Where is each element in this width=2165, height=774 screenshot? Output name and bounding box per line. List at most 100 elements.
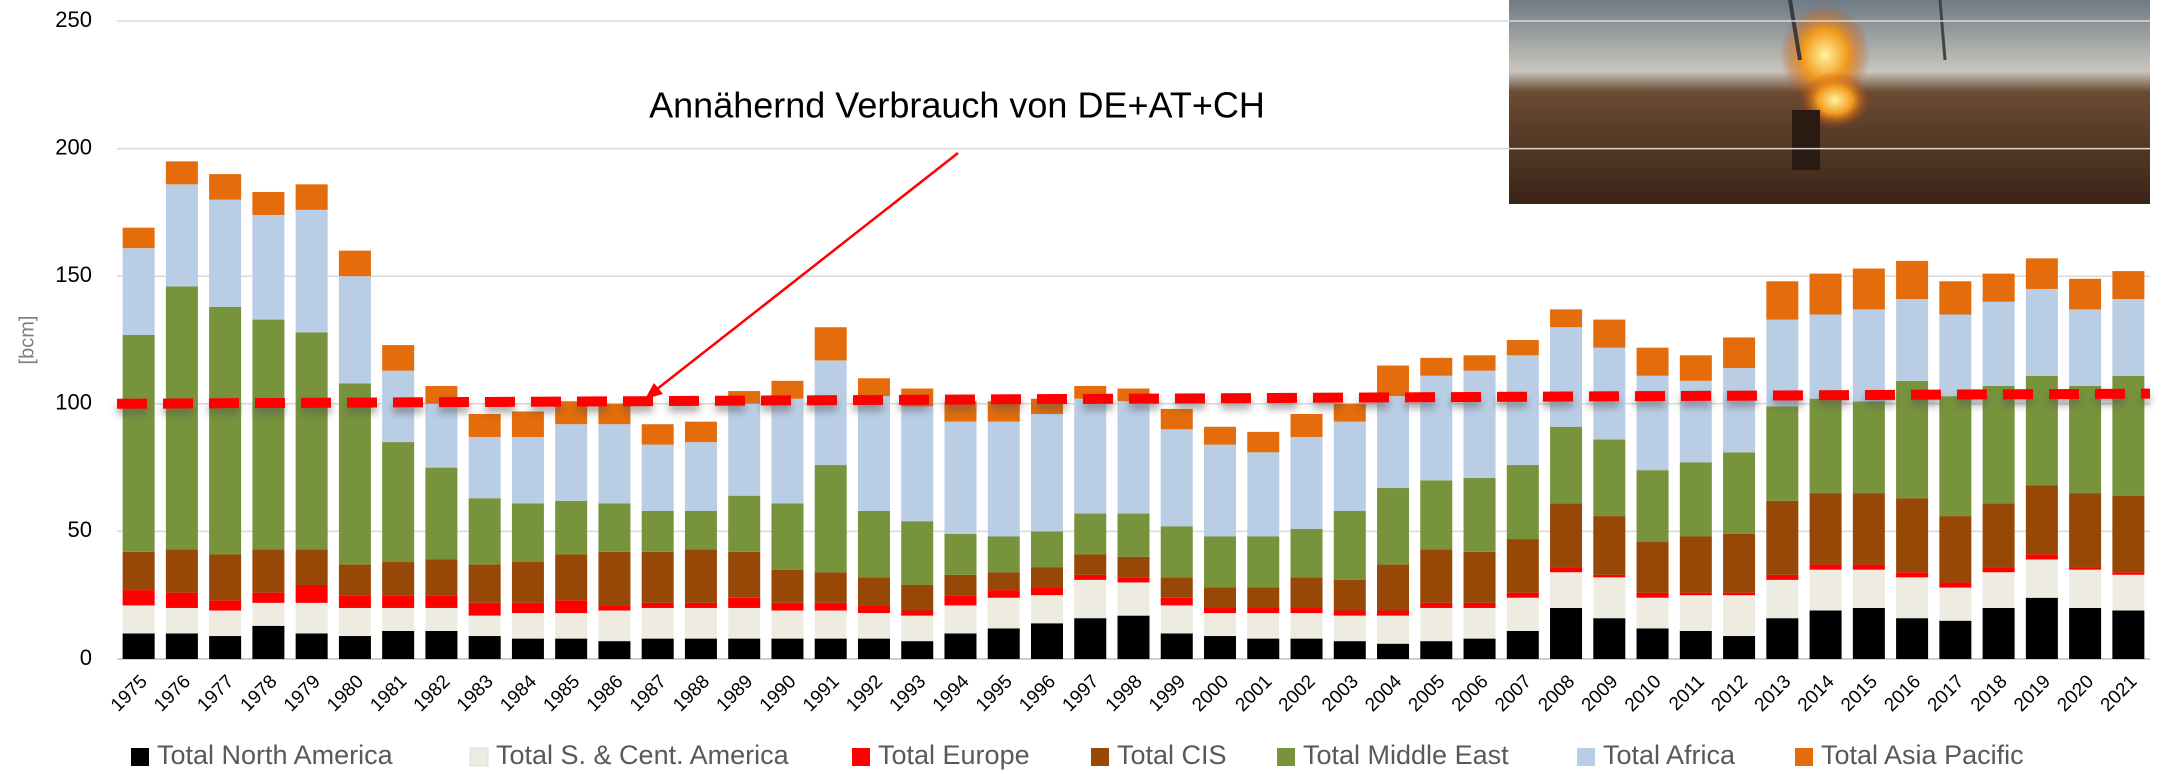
x-tick-label: 1977 bbox=[193, 671, 238, 716]
bar-segment bbox=[1291, 577, 1323, 608]
bar-segment bbox=[209, 611, 241, 637]
bar-segment bbox=[1680, 355, 1712, 381]
bar-segment bbox=[1291, 437, 1323, 529]
bar-segment bbox=[1464, 371, 1496, 478]
bar-segment bbox=[339, 276, 371, 383]
bar-segment bbox=[858, 613, 890, 639]
bar-segment bbox=[2112, 496, 2144, 573]
bar-segment bbox=[2026, 485, 2058, 554]
bar-segment bbox=[1204, 613, 1236, 636]
x-tick-label: 2014 bbox=[1794, 671, 1839, 716]
bar-segment bbox=[555, 600, 587, 613]
bar-segment bbox=[815, 572, 847, 603]
bar-segment bbox=[1723, 595, 1755, 636]
bar-segment bbox=[296, 184, 328, 210]
x-tick-label: 2011 bbox=[1665, 671, 1709, 715]
photo bbox=[1509, 0, 2150, 204]
bar-segment bbox=[1983, 608, 2015, 659]
x-tick-label: 1988 bbox=[669, 671, 714, 716]
bar-segment bbox=[771, 611, 803, 639]
bar-segment bbox=[296, 603, 328, 634]
bar-segment bbox=[1983, 302, 2015, 386]
bar-segment bbox=[2112, 575, 2144, 611]
bar-segment bbox=[2069, 493, 2101, 567]
bar-segment bbox=[1420, 358, 1452, 376]
bar-segment bbox=[728, 598, 760, 608]
bar-segment bbox=[1810, 611, 1842, 659]
bar-segment bbox=[1247, 613, 1279, 639]
bar-segment bbox=[469, 498, 501, 564]
bar-segment bbox=[252, 603, 284, 626]
x-tick-label: 2017 bbox=[1924, 671, 1969, 716]
bar-segment bbox=[296, 549, 328, 585]
bar-segment bbox=[1161, 409, 1193, 429]
bar-segment bbox=[815, 611, 847, 639]
bar-segment bbox=[1247, 452, 1279, 536]
bar-segment bbox=[1766, 501, 1798, 575]
bar-segment bbox=[685, 511, 717, 549]
legend-swatch bbox=[852, 748, 870, 766]
bar-segment bbox=[2026, 289, 2058, 376]
bar-segment bbox=[1680, 537, 1712, 593]
bar-segment bbox=[1464, 608, 1496, 639]
x-tick-label: 2007 bbox=[1491, 671, 1536, 716]
bar-segment bbox=[1334, 511, 1366, 580]
bar-segment bbox=[1593, 516, 1625, 575]
bar-segment bbox=[1983, 572, 2015, 608]
bar-segment bbox=[1334, 641, 1366, 659]
bar-segment bbox=[598, 605, 630, 610]
bar-segment bbox=[1074, 580, 1106, 618]
bar-segment bbox=[123, 605, 155, 633]
legend-label: Total S. & Cent. America bbox=[496, 740, 790, 770]
bar-segment bbox=[642, 424, 674, 444]
bar-segment bbox=[944, 575, 976, 595]
bar-segment bbox=[512, 411, 544, 437]
bar-segment bbox=[1810, 565, 1842, 570]
x-tick-label: 1989 bbox=[713, 671, 758, 716]
bar-segment bbox=[988, 628, 1020, 659]
bar-segment bbox=[1420, 641, 1452, 659]
bar-segment bbox=[1464, 355, 1496, 370]
x-tick-label: 1982 bbox=[410, 671, 455, 716]
bar-segment bbox=[425, 559, 457, 595]
bar-segment bbox=[1637, 470, 1669, 541]
bar-segment bbox=[1853, 565, 1885, 570]
bar-segment bbox=[1204, 537, 1236, 588]
bar-segment bbox=[1550, 567, 1582, 572]
bar-segment bbox=[166, 549, 198, 592]
bar-segment bbox=[209, 600, 241, 610]
x-tick-label: 1976 bbox=[150, 671, 195, 716]
x-tick-label: 1994 bbox=[929, 671, 974, 716]
bar-segment bbox=[685, 639, 717, 659]
bar-segment bbox=[1204, 608, 1236, 613]
x-tick-label: 1975 bbox=[107, 671, 152, 716]
bar-segment bbox=[1117, 577, 1149, 582]
bar-segment bbox=[944, 633, 976, 659]
bar-segment bbox=[728, 496, 760, 552]
bar-segment bbox=[1161, 633, 1193, 659]
bar-segment bbox=[252, 593, 284, 603]
bar-segment bbox=[1983, 503, 2015, 567]
bar-segment bbox=[1291, 529, 1323, 577]
bar-segment bbox=[1334, 422, 1366, 511]
bar-segment bbox=[1550, 427, 1582, 504]
x-tick-label: 1992 bbox=[842, 671, 887, 716]
bar-segment bbox=[642, 552, 674, 603]
bar-segment bbox=[1810, 314, 1842, 398]
bar-segment bbox=[1593, 320, 1625, 348]
bar-segment bbox=[1377, 616, 1409, 644]
bar-segment bbox=[1161, 598, 1193, 606]
bar-segment bbox=[1853, 608, 1885, 659]
x-tick-label: 2018 bbox=[1967, 671, 2012, 716]
x-tick-label: 1981 bbox=[366, 671, 411, 716]
bar-segment bbox=[1550, 327, 1582, 427]
bar-segment bbox=[1377, 644, 1409, 659]
bar-segment bbox=[988, 590, 1020, 598]
bar-segment bbox=[2112, 572, 2144, 575]
bar-segment bbox=[728, 552, 760, 598]
bar-segment bbox=[1507, 340, 1539, 355]
bar-segment bbox=[2069, 309, 2101, 386]
bar-segment bbox=[1853, 570, 1885, 608]
bar-segment bbox=[598, 611, 630, 642]
bar-segment bbox=[1723, 636, 1755, 659]
